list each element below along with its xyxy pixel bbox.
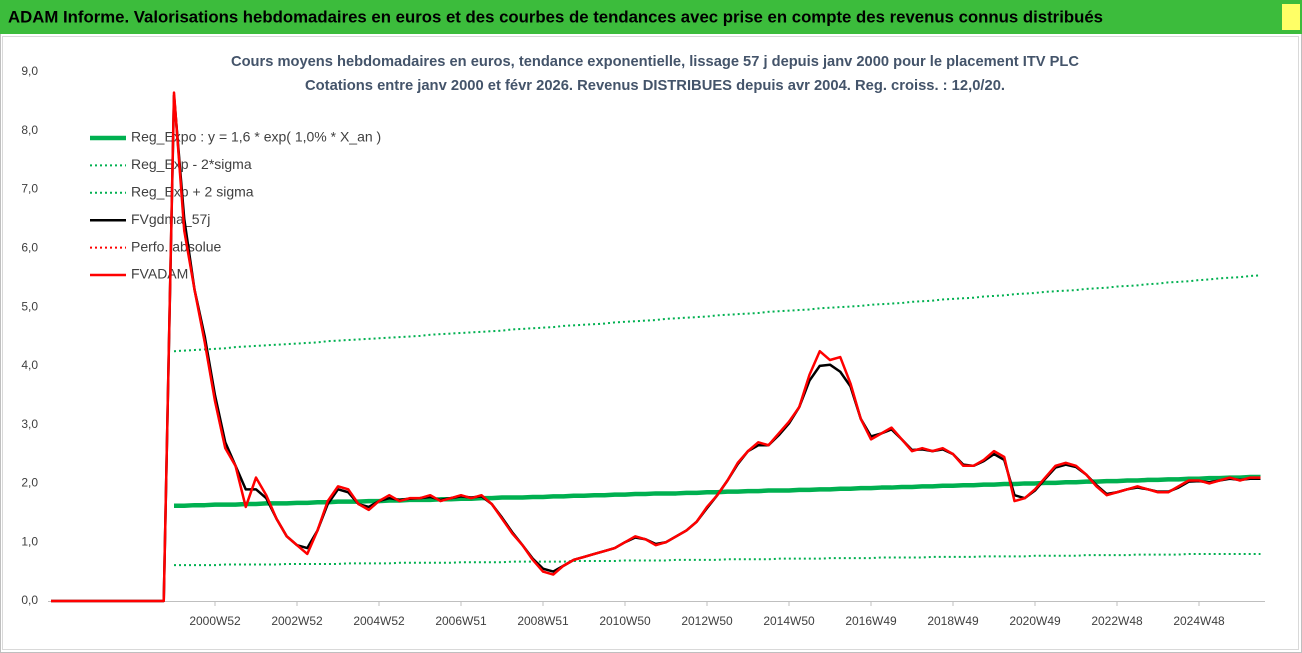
header-corner — [1282, 4, 1300, 30]
series-line — [174, 552, 1261, 567]
y-tick-label: 1,0 — [21, 534, 38, 548]
legend-label: Perfo. absolue — [131, 238, 221, 254]
x-tick-label: 2022W48 — [1091, 614, 1143, 628]
y-tick-label: 4,0 — [21, 358, 38, 372]
x-tick-label: 2002W52 — [271, 614, 323, 628]
series-line — [173, 274, 1261, 353]
x-tick-label: 2004W52 — [353, 614, 405, 628]
legend-label: FVADAM — [131, 266, 188, 282]
chart-subtitle: Cotations entre janv 2000 et févr 2026. … — [305, 77, 1005, 94]
series-line — [51, 91, 1261, 603]
x-tick-label: 2012W50 — [681, 614, 733, 628]
y-tick-label: 3,0 — [21, 417, 38, 431]
x-tick-label: 2018W49 — [927, 614, 979, 628]
x-tick-label: 2014W50 — [763, 614, 815, 628]
x-tick-label: 2008W51 — [517, 614, 569, 628]
x-tick-label: 2006W51 — [435, 614, 487, 628]
y-tick-label: 2,0 — [21, 476, 38, 490]
y-tick-label: 6,0 — [21, 241, 38, 255]
y-tick-label: 5,0 — [21, 299, 38, 313]
x-tick-label: 2024W48 — [1173, 614, 1225, 628]
y-tick-label: 9,0 — [21, 64, 38, 78]
header-bar — [0, 0, 1302, 34]
y-tick-label: 8,0 — [21, 123, 38, 137]
y-tick-label: 0,0 — [21, 593, 38, 607]
chart-frame — [2, 36, 1299, 650]
x-tick-label: 2010W50 — [599, 614, 651, 628]
header-title: ADAM Informe. Valorisations hebdomadaire… — [8, 7, 1103, 26]
x-tick-label: 2016W49 — [845, 614, 897, 628]
y-tick-label: 7,0 — [21, 182, 38, 196]
x-tick-label: 2020W49 — [1009, 614, 1061, 628]
chart-title: Cours moyens hebdomadaires en euros, ten… — [231, 53, 1079, 70]
legend-label: Reg_Exp + 2 sigma — [131, 184, 254, 200]
legend-label: Reg_Expo : y = 1,6 * exp( 1,0% * X_an ) — [131, 129, 381, 145]
legend-label: Reg_Exp - 2*sigma — [131, 156, 252, 172]
x-tick-label: 2000W52 — [189, 614, 241, 628]
